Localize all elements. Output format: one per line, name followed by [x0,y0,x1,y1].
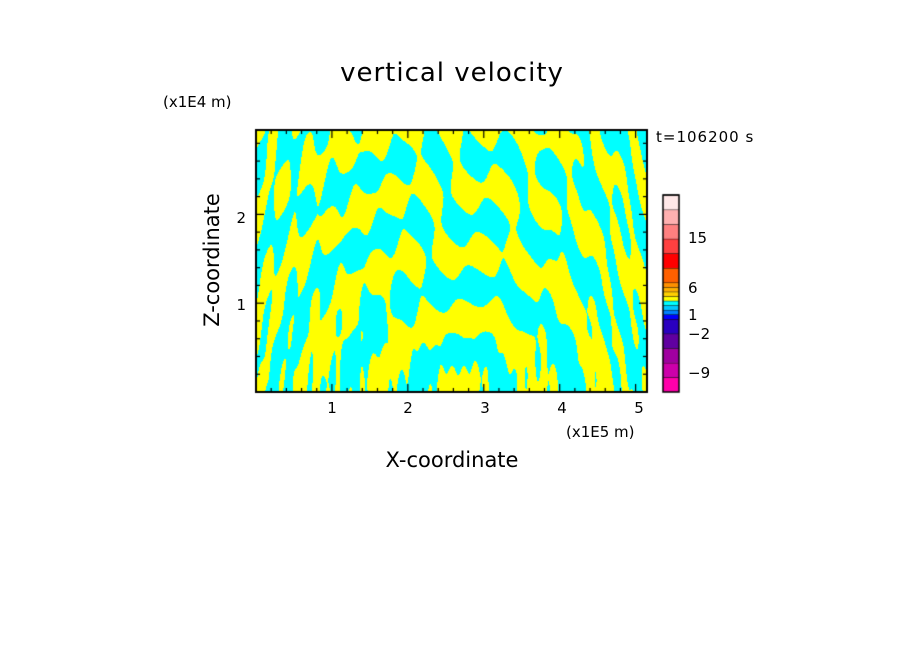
colorbar-label: −9 [688,364,711,382]
x-tick-label: 4 [557,399,567,417]
x-tick-label: 3 [480,399,490,417]
y-axis-label: Z-coordinate [200,193,224,327]
x-tick-label: 5 [634,399,644,417]
x-tick-label: 2 [403,399,413,417]
x-unit-label: (x1E5 m) [566,423,635,441]
y-tick-label: 2 [236,209,246,227]
chart-title: vertical velocity [340,58,564,88]
colorbar-label: 15 [688,229,708,247]
colorbar-label: 6 [688,279,698,297]
z-unit-label: (x1E4 m) [163,93,232,111]
colorbar-label: 1 [688,306,698,324]
x-tick-label: 1 [327,399,337,417]
time-label: t=106200 s [656,128,755,146]
colorbar-label: −2 [688,325,711,343]
x-axis-label: X-coordinate [385,448,519,472]
y-tick-label: 1 [236,296,246,314]
